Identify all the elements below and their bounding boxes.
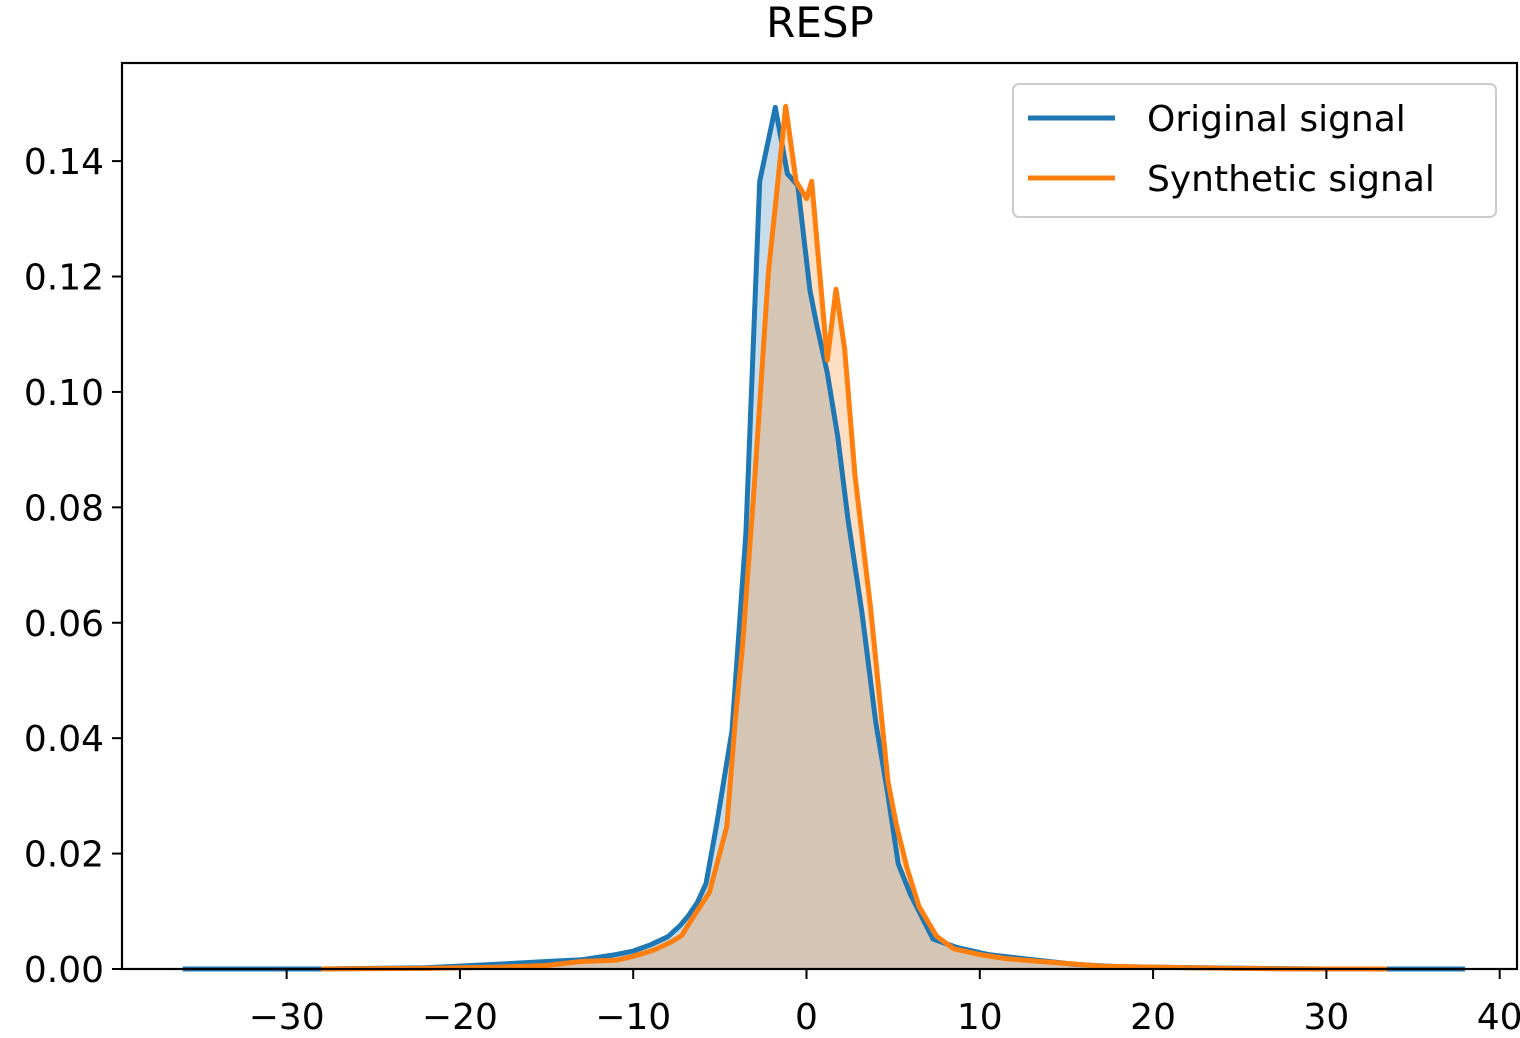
x-tick-label: −10 [595, 997, 671, 1038]
y-tick-label: 0.04 [24, 719, 104, 760]
x-tick-label: 20 [1130, 997, 1176, 1038]
density-fills [182, 106, 1466, 970]
plot-frame [120, 61, 1519, 971]
chart-title: RESP [766, 0, 874, 47]
legend-box [1012, 83, 1497, 218]
y-tick-label: 0.00 [24, 950, 104, 991]
legend: Original signal Synthetic signal [1012, 83, 1497, 218]
x-tick-label: −30 [249, 997, 325, 1038]
area-synthetic-signal [321, 106, 1388, 970]
x-tick-label: 10 [957, 997, 1003, 1038]
y-tick-label: 0.10 [24, 373, 104, 414]
x-tick-label: −20 [422, 997, 498, 1038]
x-axis: −30 −20 −10 0 10 20 30 40 [249, 969, 1520, 1038]
x-tick-label: 30 [1303, 997, 1349, 1038]
y-tick-label: 0.14 [24, 142, 104, 183]
line-synthetic-signal [321, 103, 1387, 972]
y-tick-label: 0.06 [24, 604, 104, 645]
y-tick-label: 0.02 [24, 835, 104, 876]
x-tick-label: 40 [1477, 997, 1520, 1038]
y-axis: 0.00 0.02 0.04 0.06 0.08 0.10 0.12 0.14 [24, 142, 122, 991]
area-original-signal [182, 107, 1466, 969]
y-tick-label: 0.12 [24, 258, 104, 299]
x-tick-label: 0 [795, 997, 818, 1038]
density-lines [182, 103, 1465, 972]
legend-label-synthetic-signal: Synthetic signal [1147, 159, 1435, 200]
y-tick-label: 0.08 [24, 488, 104, 529]
legend-label-original-signal: Original signal [1147, 99, 1406, 140]
